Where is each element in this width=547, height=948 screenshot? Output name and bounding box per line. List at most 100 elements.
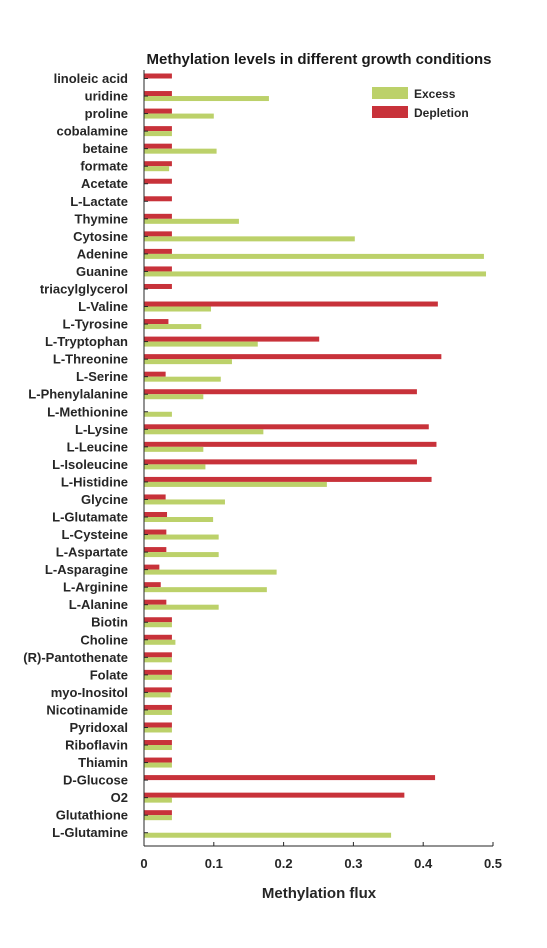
category-label-proline: proline: [85, 106, 128, 121]
bar-excess-myo-inositol: [144, 692, 171, 698]
category-label-l-lysine: L-Lysine: [75, 422, 128, 437]
bar-depletion-pyridoxal: [144, 722, 172, 728]
bar-excess-uridine: [144, 96, 269, 102]
bar-excess-adenine: [144, 253, 484, 259]
bar-excess-betaine: [144, 148, 217, 154]
category-label-l-asparagine: L-Asparagine: [45, 562, 128, 577]
category-label-l-tyrosine: L-Tyrosine: [63, 317, 129, 332]
category-label-l-glutamate: L-Glutamate: [52, 510, 128, 525]
category-label-o2: O2: [111, 790, 128, 805]
category-label-cobalamine: cobalamine: [56, 124, 128, 139]
x-ticks: 0 0.1 0.2 0.3 0.4 0.5: [140, 842, 502, 871]
bar-depletion-o2: [144, 792, 405, 798]
bar-excess-l-methionine: [144, 411, 172, 417]
bar-excess-l-valine: [144, 306, 212, 312]
bar-depletion-l-threonine: [144, 354, 442, 360]
bar-depletion-cobalamine: [144, 126, 172, 132]
bar-depletion-glutathione: [144, 810, 172, 816]
bar-excess-l-aspartate: [144, 552, 219, 558]
bar-excess-guanine: [144, 271, 487, 277]
bar-excess-l-arginine: [144, 587, 267, 593]
category-label-l-phenylalanine: L-Phenylalanine: [28, 387, 128, 402]
bar-excess-thymine: [144, 218, 239, 224]
category-label-guanine: Guanine: [76, 264, 128, 279]
category-label-thymine: Thymine: [75, 211, 128, 226]
bar-excess-l-serine: [144, 376, 221, 382]
bar-depletion-l-tryptophan: [144, 336, 320, 342]
bar-depletion-l-cysteine: [144, 529, 167, 535]
bar-depletion-l-alanine: [144, 599, 167, 605]
category-label-triacylglycerol: triacylglycerol: [40, 281, 128, 296]
category-label-glutathione: Glutathione: [56, 808, 128, 823]
category-label-l-leucine: L-Leucine: [67, 439, 128, 454]
category-label-d-glucose: D-Glucose: [63, 773, 128, 788]
category-label-nicotinamide: Nicotinamide: [46, 702, 128, 717]
category-label-adenine: Adenine: [77, 246, 128, 261]
category-label-l-lactate: L-Lactate: [70, 194, 128, 209]
bar-depletion-biotin: [144, 617, 172, 623]
bar-excess-formate: [144, 166, 170, 172]
bar-depletion-formate: [144, 161, 172, 167]
category-label-thiamin: Thiamin: [78, 755, 128, 770]
bar-excess-proline: [144, 113, 214, 119]
bar-excess-cytosine: [144, 236, 355, 242]
category-label-l-valine: L-Valine: [78, 299, 128, 314]
category-labels: linoleic acid uridine proline cobalamine bet…: [23, 71, 148, 840]
bar-excess-l-tryptophan: [144, 341, 258, 347]
bar-excess-l-lysine: [144, 429, 264, 435]
category-label-pyridoxal: Pyridoxal: [69, 720, 128, 735]
category-label-l-histidine: L-Histidine: [61, 474, 128, 489]
bar-excess-l-isoleucine: [144, 464, 206, 470]
x-tick-label-0: 0: [140, 856, 147, 871]
bar-excess-o2: [144, 797, 172, 803]
bar-depletion-riboflavin: [144, 740, 172, 746]
category-label-folate: Folate: [90, 667, 128, 682]
chart-title: Methylation levels in different growth c…: [146, 51, 491, 68]
bar-depletion-betaine: [144, 143, 172, 149]
bar-excess-folate: [144, 674, 172, 680]
category-label-riboflavin: Riboflavin: [65, 738, 128, 753]
x-tick-label-2: 0.2: [275, 856, 293, 871]
bar-depletion-proline: [144, 108, 172, 114]
category-label-myo-inositol: myo-Inositol: [51, 685, 128, 700]
bar-depletion-nicotinamide: [144, 704, 172, 710]
bar-depletion-linoleic-acid: [144, 73, 172, 79]
legend-label-depletion: Depletion: [414, 106, 469, 120]
bar-excess-glutathione: [144, 815, 172, 821]
bar-depletion-l-isoleucine: [144, 459, 417, 465]
bar-depletion-l-lactate: [144, 196, 172, 202]
bar-excess-l-cysteine: [144, 534, 219, 540]
category-label-choline: Choline: [80, 632, 128, 647]
bar-excess-l-glutamine: [144, 832, 392, 838]
legend-swatch-depletion: [372, 106, 408, 118]
bars-group: [144, 73, 487, 838]
bar-excess-l-leucine: [144, 446, 204, 452]
bar-depletion-d-glucose: [144, 775, 436, 781]
category-label-l-methionine: L-Methionine: [47, 404, 128, 419]
bar-excess-pyridoxal: [144, 727, 172, 733]
bar-depletion-l-valine: [144, 301, 438, 307]
category-label-l-alanine: L-Alanine: [69, 597, 128, 612]
axes: [143, 70, 493, 847]
bar-depletion-l-histidine: [144, 476, 432, 482]
bar-depletion-l-phenylalanine: [144, 389, 417, 395]
legend-label-excess: Excess: [414, 87, 456, 101]
bar-excess-choline: [144, 639, 176, 645]
bar-depletion-thymine: [144, 213, 172, 219]
bar-depletion-cytosine: [144, 231, 172, 237]
bar-depletion-r-pantothenate: [144, 652, 172, 658]
category-label-betaine: betaine: [82, 141, 128, 156]
category-label-l-aspartate: L-Aspartate: [56, 545, 128, 560]
bar-excess-l-threonine: [144, 359, 232, 365]
bar-depletion-l-glutamate: [144, 512, 168, 517]
x-tick-label-3: 0.3: [344, 856, 362, 871]
category-label-formate: formate: [80, 159, 128, 174]
bar-excess-cobalamine: [144, 131, 172, 137]
bar-depletion-thiamin: [144, 757, 172, 763]
x-tick-label-5: 0.5: [484, 856, 502, 871]
x-tick-label-1: 0.1: [205, 856, 223, 871]
bar-excess-thiamin: [144, 762, 172, 768]
legend-swatch-excess: [372, 87, 408, 99]
bar-excess-glycine: [144, 499, 225, 505]
category-label-glycine: Glycine: [81, 492, 128, 507]
